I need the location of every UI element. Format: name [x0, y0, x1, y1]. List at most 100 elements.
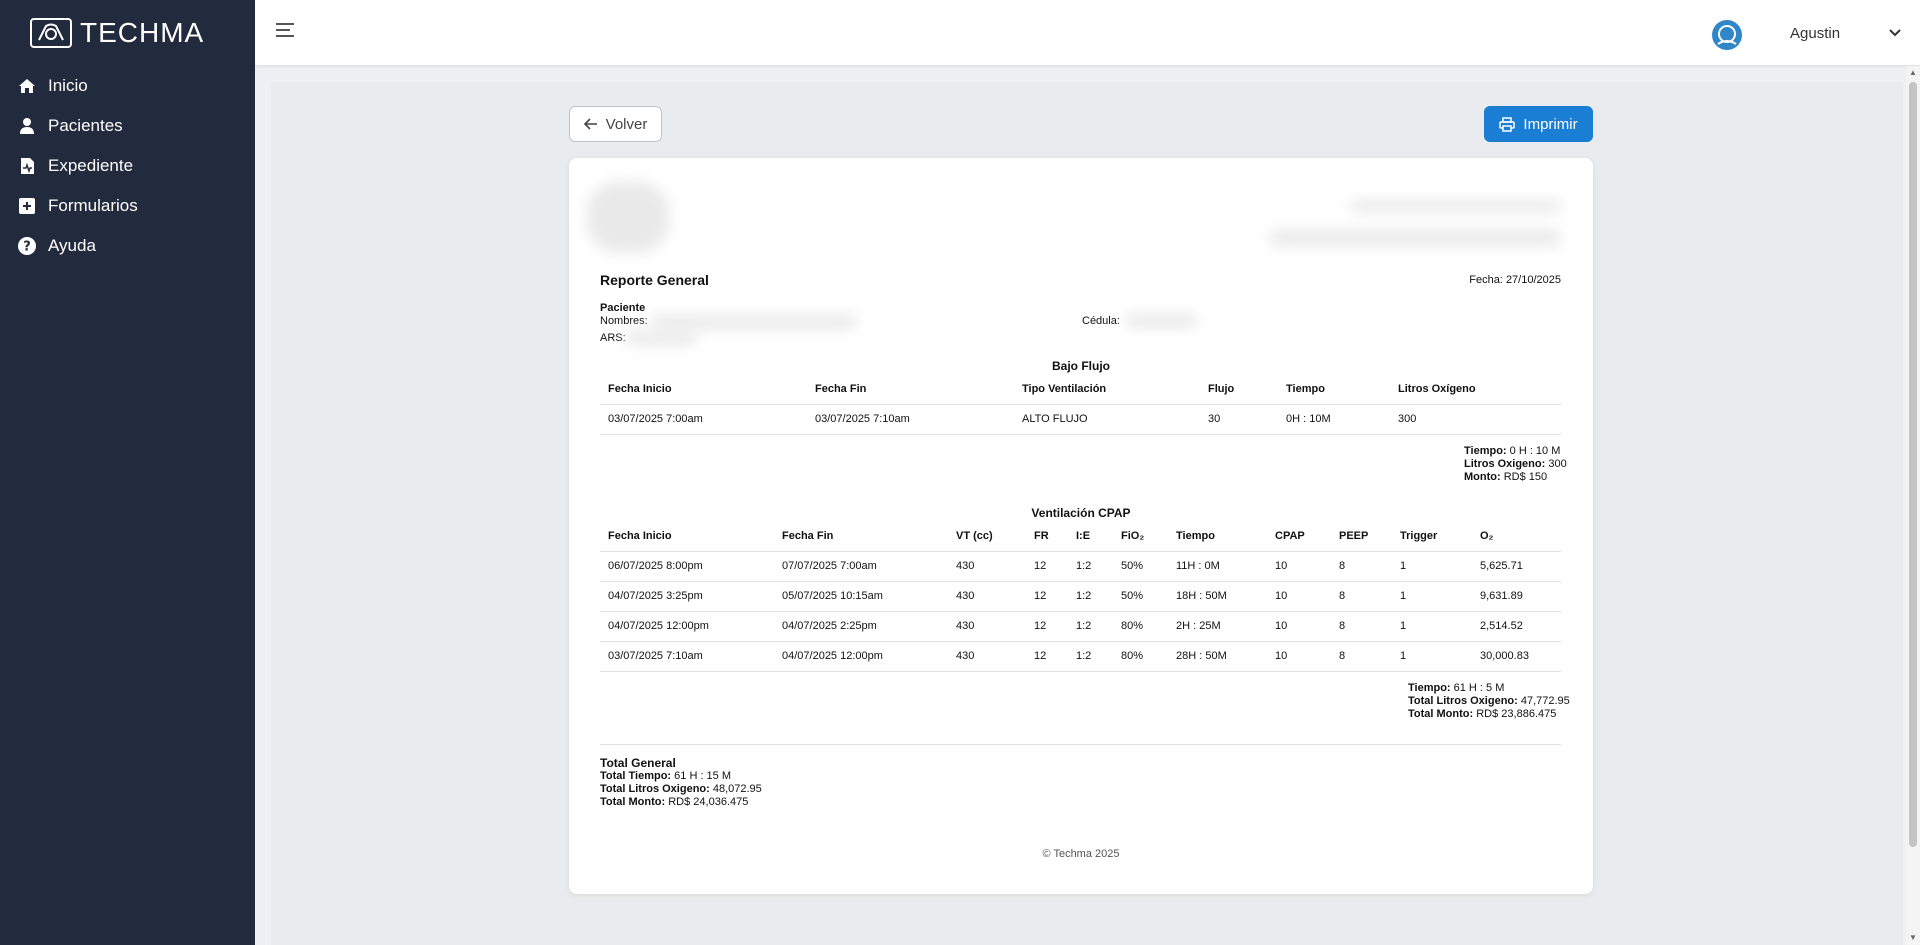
total-amount: Total Monto: RD$ 24,036.475 — [600, 796, 749, 808]
arrow-left-icon — [583, 118, 597, 130]
table-cell: 30,000.83 — [1472, 641, 1561, 672]
sidebar-item-ayuda[interactable]: ? Ayuda — [0, 226, 255, 266]
table-cell: 04/07/2025 12:00pm — [774, 641, 948, 672]
redacted-logo — [587, 182, 669, 252]
col-header: O₂ — [1472, 521, 1561, 552]
scroll-thumb[interactable] — [1909, 82, 1917, 847]
table-cell: 10 — [1267, 611, 1331, 642]
user-icon — [16, 115, 38, 137]
table-cell: 8 — [1331, 641, 1392, 672]
table-cell: 1 — [1392, 581, 1472, 612]
col-header: Fecha Fin — [774, 521, 948, 552]
avatar[interactable] — [1710, 18, 1744, 52]
table-cell: 1:2 — [1068, 641, 1113, 672]
brand[interactable]: TECHMA — [0, 0, 255, 66]
sidebar: TECHMA Inicio Pacientes Expediente Formu… — [0, 0, 255, 945]
printer-icon — [1499, 116, 1516, 132]
table-cell: 06/07/2025 8:00pm — [600, 551, 774, 582]
username[interactable]: Agustin — [1790, 25, 1841, 42]
techma-logo-icon — [30, 18, 72, 48]
table-cell: 8 — [1331, 581, 1392, 612]
col-header: Fecha Inicio — [600, 521, 774, 552]
col-header: Tiempo — [1278, 374, 1390, 405]
sidebar-item-label: Formularios — [48, 196, 138, 215]
summary-liters: Litros Oxigeno: 300 — [1464, 458, 1567, 470]
table-row: 03/07/2025 7:00am 03/07/2025 7:10am ALTO… — [600, 404, 1561, 435]
table-cell: 07/07/2025 7:00am — [774, 551, 948, 582]
redacted-header-line — [1349, 200, 1561, 212]
sidebar-item-inicio[interactable]: Inicio — [0, 66, 255, 106]
menu-toggle-icon[interactable] — [275, 22, 297, 44]
table-cell: 18H : 50M — [1168, 581, 1267, 612]
table-cell: 04/07/2025 2:25pm — [774, 611, 948, 642]
col-header: FiO₂ — [1113, 521, 1168, 552]
summary-time: Tiempo: 0 H : 10 M — [1464, 445, 1561, 457]
col-header: Fecha Fin — [807, 374, 1014, 405]
patient-names-label: Nombres: — [600, 315, 648, 327]
summary-time: Tiempo: 61 H : 5 M — [1408, 682, 1505, 694]
table-cell: 03/07/2025 7:00am — [600, 404, 807, 435]
home-icon — [16, 75, 38, 97]
low-flow-title: Bajo Flujo — [1052, 359, 1110, 373]
table-cell: ALTO FLUJO — [1014, 404, 1200, 435]
table-cell: 03/07/2025 7:10am — [807, 404, 1014, 435]
redacted-header-line — [1269, 230, 1561, 246]
svg-text:?: ? — [23, 240, 31, 255]
help-circle-icon: ? — [16, 235, 38, 257]
patient-heading: Paciente — [600, 302, 646, 314]
col-header: Flujo — [1200, 374, 1278, 405]
sidebar-item-expediente[interactable]: Expediente — [0, 146, 255, 186]
total-heading: Total General — [600, 756, 676, 770]
col-header: Tiempo — [1168, 521, 1267, 552]
col-header: VT (cc) — [948, 521, 1026, 552]
scroll-up-arrow-icon[interactable]: ▲ — [1909, 68, 1917, 77]
table-cell: 430 — [948, 551, 1026, 582]
sidebar-item-label: Expediente — [48, 156, 134, 175]
table-cell: 1 — [1392, 551, 1472, 582]
sidebar-item-pacientes[interactable]: Pacientes — [0, 106, 255, 146]
table-cell: 9,631.89 — [1472, 581, 1561, 612]
table-cell: 5,625.71 — [1472, 551, 1561, 582]
table-cell: 1:2 — [1068, 581, 1113, 612]
table-cell: 430 — [948, 641, 1026, 672]
table-cell: 430 — [948, 581, 1026, 612]
table-cell: 2,514.52 — [1472, 611, 1561, 642]
print-button-label: Imprimir — [1523, 115, 1578, 133]
table-cell: 10 — [1267, 551, 1331, 582]
cpap-title: Ventilación CPAP — [1031, 506, 1131, 520]
scrollbar[interactable]: ▲ ▼ — [1906, 66, 1920, 945]
scroll-down-arrow-icon[interactable]: ▼ — [1909, 933, 1917, 942]
file-medical-icon — [16, 155, 38, 177]
table-cell: 10 — [1267, 581, 1331, 612]
redacted-ars — [625, 331, 697, 345]
col-header: Fecha Inicio — [600, 374, 807, 405]
table-cell: 1:2 — [1068, 611, 1113, 642]
chevron-down-icon[interactable] — [1888, 26, 1904, 42]
top-bar: Agustin — [255, 0, 1920, 66]
plus-square-icon — [16, 195, 38, 217]
sidebar-item-formularios[interactable]: Formularios — [0, 186, 255, 226]
print-button[interactable]: Imprimir — [1484, 106, 1593, 142]
table-row: 04/07/2025 3:25pm 05/07/2025 10:15am 430 12… — [600, 581, 1561, 612]
sidebar-item-label: Inicio — [48, 76, 88, 95]
table-cell: 03/07/2025 7:10am — [600, 641, 774, 672]
back-button[interactable]: Volver — [569, 106, 662, 142]
table-cell: 50% — [1113, 581, 1168, 612]
cpap-table: Fecha Inicio Fecha Fin VT (cc) FR I:E Fi… — [600, 521, 1561, 672]
table-cell: 300 — [1390, 404, 1561, 435]
col-header: Trigger — [1392, 521, 1472, 552]
low-flow-table: Fecha Inicio Fecha Fin Tipo Ventilación … — [600, 374, 1561, 435]
col-header: Tipo Ventilación — [1014, 374, 1200, 405]
table-row: 04/07/2025 12:00pm 04/07/2025 2:25pm 430 12… — [600, 611, 1561, 642]
table-cell: 30 — [1200, 404, 1278, 435]
total-general: Total General Total Tiempo: 61 H : 15 M … — [600, 757, 762, 809]
col-header: PEEP — [1331, 521, 1392, 552]
brand-name: TECHMA — [80, 17, 205, 48]
table-cell: 430 — [948, 611, 1026, 642]
back-button-label: Volver — [605, 115, 648, 133]
table-cell: 04/07/2025 3:25pm — [600, 581, 774, 612]
summary-liters: Total Litros Oxigeno: 47,772.95 — [1408, 695, 1570, 707]
table-cell: 0H : 10M — [1278, 404, 1390, 435]
total-liters: Total Litros Oxigeno: 48,072.95 — [600, 783, 762, 795]
table-header-row: Fecha Inicio Fecha Fin Tipo Ventilación … — [600, 374, 1561, 405]
